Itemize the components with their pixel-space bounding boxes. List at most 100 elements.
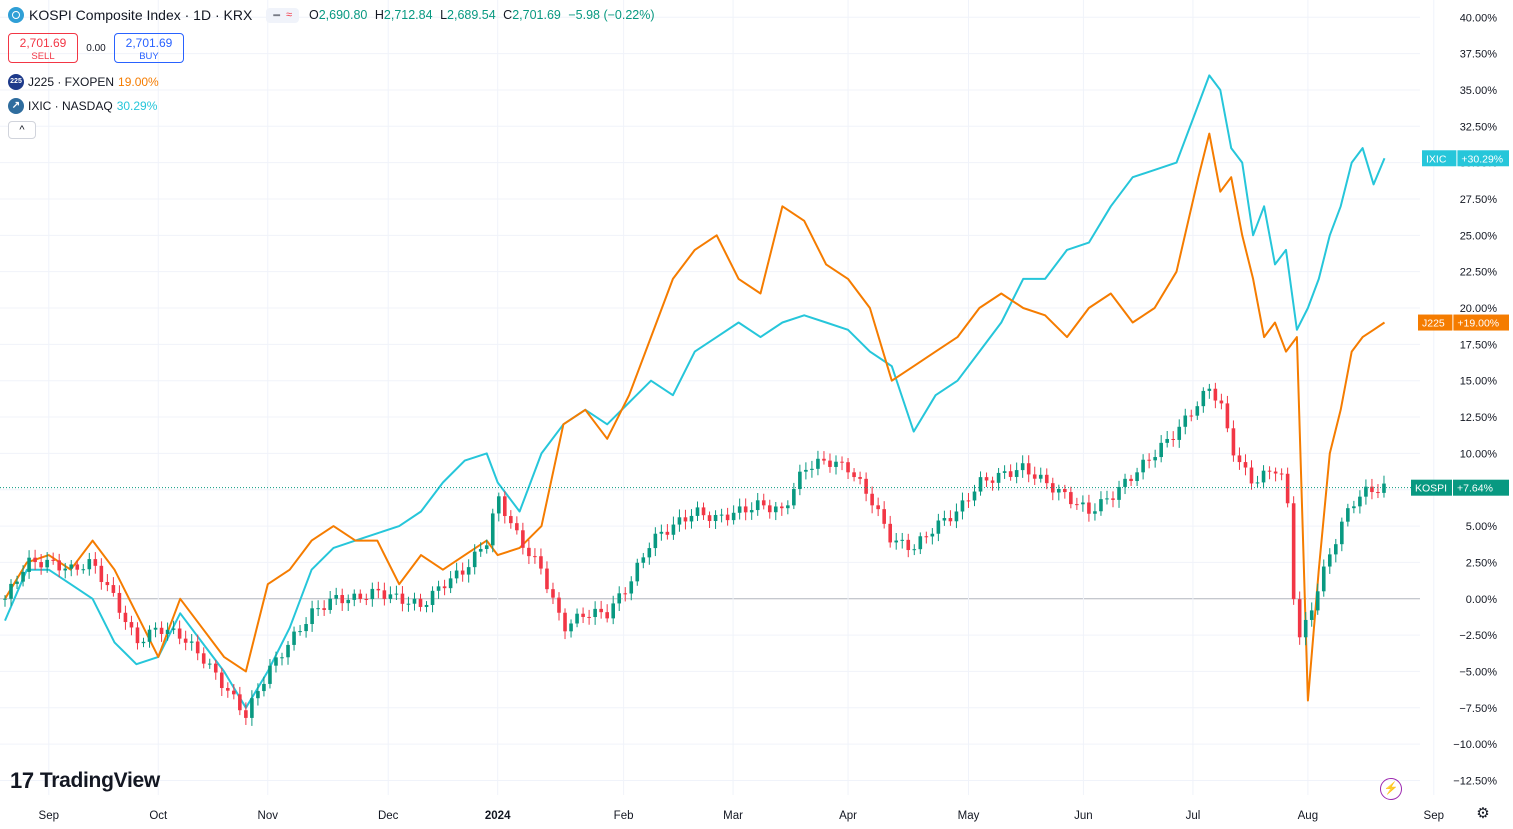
- candle-body[interactable]: [364, 598, 369, 600]
- candle-body[interactable]: [1117, 486, 1121, 500]
- candle-body[interactable]: [1273, 471, 1278, 474]
- candle-body[interactable]: [1141, 459, 1145, 473]
- candle-body[interactable]: [894, 540, 899, 543]
- candle-body[interactable]: [1291, 503, 1296, 600]
- candle-body[interactable]: [828, 460, 832, 467]
- legend-item-j225[interactable]: 225 J225 · FXOPEN 19.00%: [8, 74, 159, 90]
- candle-body[interactable]: [617, 593, 622, 604]
- candle-body[interactable]: [1069, 492, 1073, 505]
- candle-body[interactable]: [671, 524, 676, 535]
- candle-body[interactable]: [876, 505, 880, 510]
- candle-body[interactable]: [701, 507, 706, 516]
- candle-body[interactable]: [1309, 610, 1314, 620]
- candle-body[interactable]: [244, 710, 248, 718]
- candle-body[interactable]: [906, 539, 911, 551]
- candle-body[interactable]: [238, 694, 242, 711]
- candle-body[interactable]: [515, 523, 519, 531]
- candle-body[interactable]: [1279, 473, 1284, 475]
- candle-body[interactable]: [659, 531, 664, 534]
- candle-body[interactable]: [996, 472, 1001, 483]
- candle-body[interactable]: [466, 567, 471, 575]
- candle-body[interactable]: [165, 629, 170, 634]
- candle-body[interactable]: [310, 608, 314, 625]
- tradingview-logo[interactable]: 17 TradingView: [10, 768, 160, 794]
- candle-body[interactable]: [677, 517, 682, 525]
- candle-body[interactable]: [45, 559, 49, 568]
- candle-body[interactable]: [286, 644, 290, 658]
- candle-body[interactable]: [280, 657, 284, 659]
- candle-body[interactable]: [713, 514, 718, 522]
- candle-body[interactable]: [1111, 498, 1115, 500]
- candle-body[interactable]: [1340, 521, 1344, 545]
- candle-body[interactable]: [695, 507, 700, 516]
- candle-body[interactable]: [563, 612, 567, 632]
- candle-body[interactable]: [322, 608, 326, 610]
- candle-body[interactable]: [581, 613, 585, 617]
- candle-body[interactable]: [147, 629, 152, 642]
- candle-body[interactable]: [870, 493, 874, 506]
- candle-body[interactable]: [1346, 508, 1350, 522]
- candle-body[interactable]: [948, 518, 953, 522]
- candle-body[interactable]: [201, 653, 206, 664]
- candle-body[interactable]: [472, 551, 477, 568]
- candle-body[interactable]: [346, 599, 351, 604]
- candle-body[interactable]: [340, 595, 345, 604]
- candle-body[interactable]: [219, 672, 224, 689]
- candle-body[interactable]: [611, 603, 615, 619]
- candle-body[interactable]: [1327, 554, 1332, 567]
- legend-item-ixic[interactable]: ↗ IXIC · NASDAQ 30.29%: [8, 98, 157, 114]
- candle-body[interactable]: [412, 598, 417, 604]
- candle-body[interactable]: [81, 569, 86, 571]
- candle-body[interactable]: [623, 593, 628, 595]
- candle-body[interactable]: [1297, 599, 1302, 638]
- candle-body[interactable]: [370, 588, 375, 600]
- candle-body[interactable]: [57, 560, 61, 571]
- candle-body[interactable]: [1213, 388, 1218, 401]
- axis-label-ixic[interactable]: IXIC +30.29%: [1422, 150, 1509, 167]
- candle-body[interactable]: [773, 506, 778, 513]
- axis-label-kospi[interactable]: KOSPI +7.64%: [1411, 479, 1509, 496]
- hide-icon[interactable]: ━: [273, 9, 280, 22]
- candle-body[interactable]: [442, 586, 447, 589]
- candle-body[interactable]: [1195, 406, 1200, 416]
- candle-body[interactable]: [460, 570, 465, 575]
- candle-body[interactable]: [1243, 462, 1248, 468]
- candle-body[interactable]: [358, 593, 363, 599]
- candle-body[interactable]: [882, 509, 886, 524]
- candle-body[interactable]: [388, 594, 393, 599]
- candle-body[interactable]: [924, 536, 929, 538]
- candle-body[interactable]: [719, 514, 724, 516]
- candle-body[interactable]: [503, 496, 507, 517]
- candle-body[interactable]: [334, 595, 338, 599]
- candle-body[interactable]: [171, 628, 176, 630]
- candle-body[interactable]: [1267, 470, 1272, 472]
- candle-body[interactable]: [816, 458, 820, 469]
- candle-body[interactable]: [755, 500, 760, 511]
- candle-body[interactable]: [653, 533, 658, 549]
- candle-body[interactable]: [328, 598, 332, 610]
- candle-body[interactable]: [1231, 428, 1236, 456]
- candle-body[interactable]: [978, 477, 983, 492]
- candle-body[interactable]: [846, 462, 850, 473]
- candle-body[interactable]: [527, 547, 531, 557]
- candle-body[interactable]: [1261, 470, 1266, 483]
- candle-body[interactable]: [1099, 499, 1103, 512]
- candle-body[interactable]: [1014, 470, 1019, 477]
- candle-body[interactable]: [990, 480, 995, 483]
- candle-body[interactable]: [641, 557, 646, 563]
- candle-body[interactable]: [1026, 463, 1031, 475]
- visibility-toggle[interactable]: ━ ≈: [266, 7, 299, 23]
- candle-body[interactable]: [1153, 457, 1157, 461]
- axis-label-j225[interactable]: J225 +19.00%: [1418, 314, 1509, 331]
- candle-body[interactable]: [1370, 486, 1374, 493]
- lightning-icon[interactable]: ⚡: [1380, 778, 1402, 800]
- candle-body[interactable]: [1303, 619, 1308, 638]
- candle-body[interactable]: [761, 500, 766, 506]
- candle-body[interactable]: [521, 530, 525, 548]
- candle-body[interactable]: [1123, 478, 1127, 487]
- candle-body[interactable]: [9, 583, 13, 599]
- candle-body[interactable]: [87, 559, 92, 570]
- candle-body[interactable]: [1081, 502, 1085, 505]
- candle-body[interactable]: [135, 627, 140, 644]
